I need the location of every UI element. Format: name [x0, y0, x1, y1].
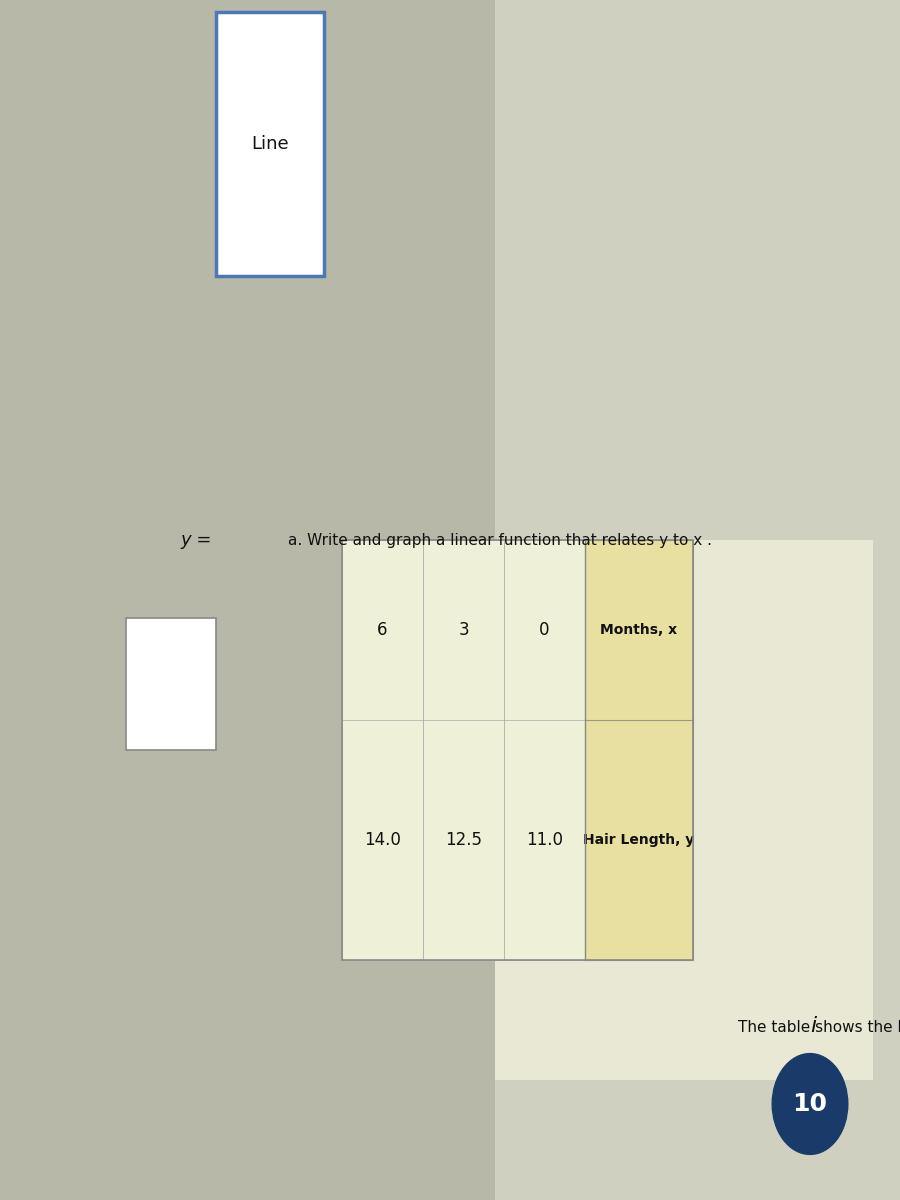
Circle shape — [772, 1054, 848, 1154]
Text: 3: 3 — [458, 622, 469, 638]
Text: The table shows the length y (in inches) of a person's hair after x months.: The table shows the length y (in inches)… — [738, 1020, 900, 1034]
Text: Months, x: Months, x — [600, 623, 678, 637]
Text: Line: Line — [251, 134, 289, 152]
FancyBboxPatch shape — [504, 540, 585, 960]
Text: 6: 6 — [377, 622, 388, 638]
Text: 14.0: 14.0 — [364, 830, 400, 848]
FancyBboxPatch shape — [585, 540, 693, 960]
FancyBboxPatch shape — [342, 540, 423, 960]
Text: 11.0: 11.0 — [526, 830, 563, 848]
FancyBboxPatch shape — [495, 0, 900, 1200]
FancyBboxPatch shape — [126, 618, 216, 750]
Text: 0: 0 — [539, 622, 550, 638]
Text: y =: y = — [180, 530, 211, 550]
FancyBboxPatch shape — [216, 12, 324, 276]
FancyBboxPatch shape — [423, 540, 504, 960]
Text: Hair Length, y: Hair Length, y — [583, 833, 695, 847]
Text: i: i — [810, 1016, 816, 1036]
Text: 12.5: 12.5 — [445, 830, 482, 848]
FancyBboxPatch shape — [495, 540, 873, 1080]
Text: a. Write and graph a linear function that relates y to x .: a. Write and graph a linear function tha… — [288, 533, 712, 547]
Text: 10: 10 — [793, 1092, 827, 1116]
